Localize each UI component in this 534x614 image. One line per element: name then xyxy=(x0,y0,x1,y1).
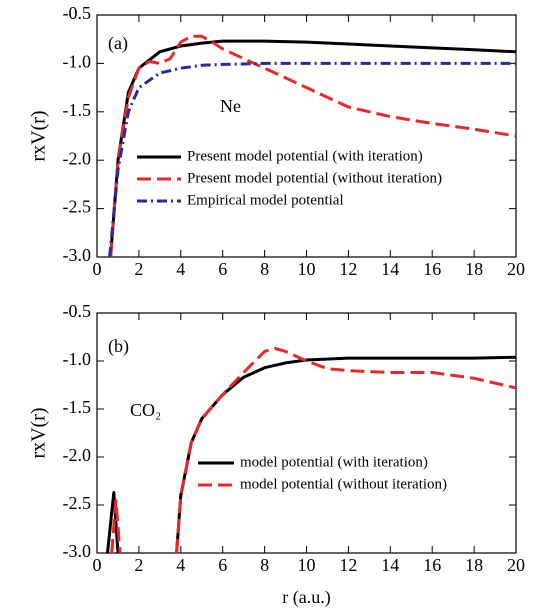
y-tick-label: -2.5 xyxy=(63,197,92,217)
x-tick-label: 18 xyxy=(465,555,483,575)
x-tick-label: 12 xyxy=(339,259,357,279)
y-tick-label: -3.0 xyxy=(63,245,92,265)
y-tick-label: -2.0 xyxy=(63,445,92,465)
x-tick-label: 4 xyxy=(176,555,185,575)
x-tick-label: 16 xyxy=(423,259,441,279)
annotation: (a) xyxy=(108,33,128,54)
x-tick-label: 14 xyxy=(381,259,399,279)
plot-frame xyxy=(96,312,517,554)
y-tick-label: -2.0 xyxy=(63,148,92,168)
y-tick-label: -1.5 xyxy=(63,397,92,417)
y-axis-label: rxV(r) xyxy=(28,407,50,458)
x-tick-label: 16 xyxy=(423,555,441,575)
series-line xyxy=(109,34,516,257)
x-tick-label: 20 xyxy=(507,555,525,575)
legend-label: Present model potential (with iteration) xyxy=(187,148,423,164)
x-tick-label: 18 xyxy=(465,259,483,279)
x-tick-label: 8 xyxy=(260,555,269,575)
x-tick-label: 20 xyxy=(507,259,525,279)
y-tick-label: -0.5 xyxy=(63,3,92,23)
y-tick-label: -2.5 xyxy=(63,493,92,513)
legend-label: model potential (without iteration) xyxy=(240,476,447,492)
series-line xyxy=(106,355,516,553)
x-tick-label: 10 xyxy=(298,555,316,575)
y-axis-label: rxV(r) xyxy=(28,110,50,161)
legend-label: Empirical model potential xyxy=(187,192,344,208)
y-tick-label: -3.0 xyxy=(63,541,92,561)
y-tick-label: -0.5 xyxy=(63,301,92,321)
series-line xyxy=(110,347,516,553)
x-tick-label: 4 xyxy=(176,259,185,279)
series-line xyxy=(109,39,516,257)
annotation: (b) xyxy=(108,336,129,357)
x-tick-label: 0 xyxy=(93,555,102,575)
x-tick-label: 6 xyxy=(218,259,227,279)
x-tick-label: 14 xyxy=(381,555,399,575)
series-line xyxy=(108,61,516,257)
x-tick-label: 10 xyxy=(298,259,316,279)
x-tick-label: 2 xyxy=(134,555,143,575)
annotation: CO₂ xyxy=(130,400,161,420)
x-tick-label: 0 xyxy=(93,259,102,279)
y-tick-label: -1.0 xyxy=(63,52,92,72)
y-tick-label: -1.0 xyxy=(63,349,92,369)
x-tick-label: 8 xyxy=(260,259,269,279)
annotation: Ne xyxy=(220,96,241,116)
x-tick-label: 12 xyxy=(339,555,357,575)
legend-label: Present model potential (without iterati… xyxy=(187,170,442,186)
x-axis-label: r (a.u.) xyxy=(282,587,330,608)
x-tick-label: 6 xyxy=(218,555,227,575)
legend-label: model potential (with iteration) xyxy=(240,454,428,470)
x-tick-label: 2 xyxy=(134,259,143,279)
y-tick-label: -1.5 xyxy=(63,100,92,120)
